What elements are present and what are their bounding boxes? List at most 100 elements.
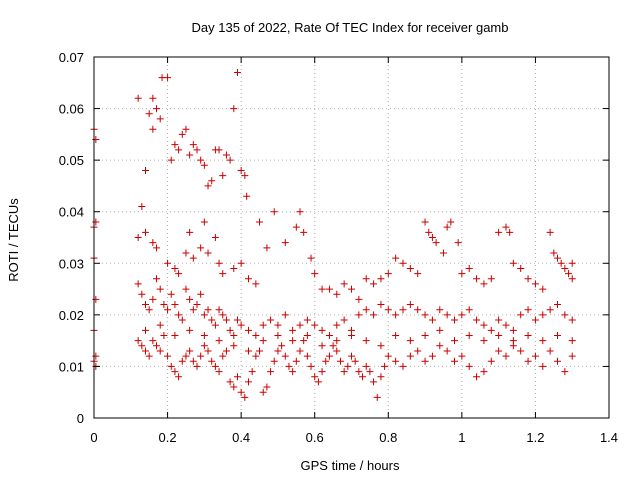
data-point — [200, 331, 208, 339]
data-point — [182, 125, 190, 133]
data-point — [204, 249, 212, 257]
data-point — [237, 321, 245, 329]
data-point — [384, 306, 392, 314]
data-point — [392, 311, 400, 319]
data-point — [296, 347, 304, 355]
data-point — [458, 311, 466, 319]
data-point — [322, 357, 330, 365]
data-point — [458, 270, 466, 278]
data-point — [531, 352, 539, 360]
data-point — [546, 228, 554, 236]
y-tick-label: 0.03 — [59, 256, 84, 271]
data-point — [454, 239, 462, 247]
data-point — [473, 373, 481, 381]
data-point — [351, 357, 359, 365]
data-point — [539, 285, 547, 293]
data-point — [189, 141, 197, 149]
data-point — [237, 388, 245, 396]
data-point — [300, 228, 308, 236]
data-point — [465, 331, 473, 339]
data-point — [561, 264, 569, 272]
data-point — [451, 337, 458, 345]
data-point — [495, 331, 503, 339]
data-point — [406, 337, 414, 345]
data-point — [473, 316, 481, 324]
x-tick-label: 0 — [90, 430, 97, 445]
data-point — [373, 393, 381, 401]
data-point — [524, 331, 532, 339]
data-point — [153, 342, 161, 350]
data-point — [156, 115, 164, 123]
data-point — [399, 362, 407, 370]
data-point — [333, 321, 341, 329]
data-point — [495, 316, 503, 324]
data-point — [200, 218, 208, 226]
data-point — [303, 316, 311, 324]
data-point — [219, 270, 227, 278]
y-tick-label: 0.07 — [59, 50, 84, 65]
data-point — [362, 275, 370, 283]
data-point — [92, 218, 100, 226]
data-point — [138, 203, 146, 211]
data-point — [399, 306, 407, 314]
data-point — [303, 331, 311, 339]
data-point — [171, 368, 179, 376]
data-point — [92, 136, 100, 144]
data-point — [307, 362, 315, 370]
data-point — [329, 342, 337, 350]
data-point — [421, 311, 429, 319]
data-point — [274, 321, 282, 329]
data-point — [222, 316, 230, 324]
data-point — [230, 105, 238, 113]
data-point — [208, 316, 216, 324]
data-point — [480, 280, 488, 288]
data-point — [178, 357, 186, 365]
data-point — [289, 368, 297, 376]
data-point — [281, 352, 289, 360]
data-point — [325, 285, 333, 293]
data-point — [443, 347, 451, 355]
data-point — [243, 192, 251, 200]
data-point — [230, 331, 238, 339]
data-point — [171, 301, 179, 309]
data-point — [495, 347, 503, 355]
data-point — [524, 357, 532, 365]
data-point — [142, 228, 149, 236]
axis-ticks — [93, 56, 610, 419]
data-point — [414, 270, 422, 278]
data-point — [458, 352, 466, 360]
data-point — [399, 259, 407, 267]
data-point — [193, 301, 201, 309]
data-point — [509, 326, 517, 334]
data-point — [509, 337, 517, 345]
data-point — [222, 151, 230, 159]
x-tick-label: 0.8 — [379, 430, 397, 445]
data-point — [134, 94, 142, 102]
data-point — [259, 388, 267, 396]
data-point — [160, 331, 168, 339]
data-point — [292, 223, 300, 231]
data-point — [92, 295, 100, 303]
x-tick-label: 1 — [458, 430, 465, 445]
data-point — [568, 259, 576, 267]
x-tick-label: 1.2 — [526, 430, 544, 445]
data-point — [226, 326, 234, 334]
data-point — [531, 316, 539, 324]
data-point — [175, 146, 183, 154]
data-point — [222, 347, 230, 355]
data-point — [263, 244, 271, 252]
data-point — [381, 362, 389, 370]
data-point — [311, 373, 319, 381]
data-point — [362, 362, 370, 370]
data-point — [554, 331, 561, 339]
data-point — [344, 362, 352, 370]
data-point — [164, 259, 172, 267]
data-point — [226, 378, 234, 386]
data-point — [502, 223, 510, 231]
tick-labels: 0 0.2 0.4 0.6 0.8 1 1.2 1.4 0 0.01 0.02 0.03 0.04 0.0… — [59, 50, 618, 445]
data-point — [554, 357, 561, 365]
data-point — [370, 280, 378, 288]
data-point — [355, 311, 363, 319]
data-point — [495, 228, 503, 236]
